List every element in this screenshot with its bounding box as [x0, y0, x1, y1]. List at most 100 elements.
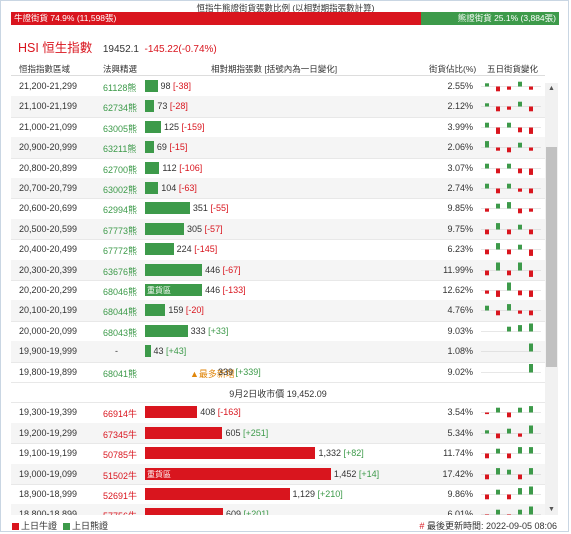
qty-value: 609	[225, 509, 244, 515]
sparkline-bar	[507, 453, 511, 459]
index-header: HSI 恒生指數 19452.1 -145.22(-0.74%)	[18, 37, 217, 56]
issuer-link[interactable]: 68046熊	[103, 287, 138, 297]
qty-bar	[145, 304, 166, 317]
sparkline-bar	[518, 244, 522, 250]
scroll-thumb[interactable]	[546, 147, 557, 367]
issuer-link[interactable]: 51502牛	[103, 470, 138, 481]
issuer-link[interactable]: 67773熊	[103, 225, 138, 236]
qty-value: 125	[164, 121, 182, 132]
issuer-link[interactable]: 68044熊	[103, 307, 138, 318]
issuer-link[interactable]: 63005熊	[103, 123, 138, 134]
sparkline-bar	[507, 412, 511, 418]
sparkline-bar	[485, 412, 489, 415]
sparkline-bar	[518, 142, 522, 148]
table-row[interactable]: 20,700-20,799 63002熊 104 [-63] 2.74%	[11, 178, 545, 200]
issuer-link[interactable]: 52691牛	[103, 491, 138, 501]
table-row[interactable]: 20,500-20,599 67773熊 305 [-57] 9.75%	[11, 218, 545, 241]
five-day-sparkline	[481, 425, 541, 439]
range-cell: 19,100-19,199	[19, 448, 78, 459]
qty-change: [-106]	[179, 162, 203, 173]
qty-value: 305	[187, 223, 205, 234]
table-row[interactable]: 19,200-19,299 67345牛 605 [+251] 5.34%	[11, 422, 545, 445]
qty-change: [-55]	[210, 203, 229, 214]
pct-cell: 11.74%	[443, 448, 473, 459]
qty-label: 339 [+339]	[218, 367, 261, 377]
scroll-down-icon[interactable]: ▼	[548, 506, 555, 513]
index-name[interactable]: HSI 恒生指數	[18, 41, 93, 55]
qty-value: 446	[205, 285, 223, 295]
qty-value: 224	[176, 244, 195, 255]
updated-hash: #	[419, 521, 425, 531]
table-row[interactable]: 19,100-19,199 50785牛 1,332 [+82] 11.74%	[11, 443, 545, 465]
issuer-link[interactable]: 67772熊	[103, 246, 138, 257]
table-row[interactable]: 21,100-21,199 62734熊 73 [-28] 2.12%	[11, 96, 545, 118]
qty-value: 605	[225, 427, 243, 438]
table-row[interactable]: 20,900-20,999 63211熊 69 [-15] 2.06%	[11, 137, 545, 159]
issuer-link[interactable]: 67345牛	[103, 429, 138, 440]
qty-bar	[145, 100, 155, 113]
issuer-link[interactable]: 57756牛	[103, 509, 137, 515]
sparkline-bar	[496, 262, 500, 271]
table-scrollbar[interactable]: ▲ ▼	[545, 83, 558, 515]
table-row[interactable]: 20,800-20,899 62700熊 112 [-106] 3.07%	[11, 158, 545, 179]
table-row[interactable]: 20,100-20,199 68044熊 159 [-20] 4.76%	[11, 300, 545, 322]
range-cell: 20,600-20,699	[19, 203, 78, 214]
sparkline-bar	[496, 127, 500, 134]
qty-label: 69 [-15]	[157, 142, 188, 152]
table-row[interactable]: 20,400-20,499 67772熊 224 [-145] 6.23%	[11, 239, 545, 261]
sparkline-bar	[507, 202, 511, 209]
issuer-link[interactable]: 62734熊	[103, 103, 138, 114]
sparkline-bar	[485, 141, 489, 148]
range-cell: 19,300-19,399	[19, 407, 78, 418]
qty-change: [-57]	[204, 223, 223, 234]
qty-change: [+201]	[243, 509, 269, 515]
five-day-sparkline	[481, 467, 541, 479]
pct-cell: 9.85%	[447, 203, 473, 214]
table-row[interactable]: 21,200-21,299 61128熊 98 [-38] 2.55%	[11, 76, 545, 98]
table-row[interactable]: 19,900-19,999 - 43 [+43] 1.08%	[11, 341, 545, 363]
issuer-link[interactable]: 61128熊	[103, 83, 137, 93]
table-row[interactable]: 21,000-21,099 63005熊 125 [-159] 3.99%	[11, 117, 545, 139]
table-row[interactable]: 18,900-18,999 52691牛 1,129 [+210] 9.86%	[11, 484, 545, 506]
table-row[interactable]: 19,000-19,099 51502牛 重貨區 1,452 [+14] 17.42%	[11, 463, 545, 485]
issuer-link[interactable]: 50785牛	[103, 450, 138, 461]
sparkline-bar	[507, 106, 511, 111]
sparkline-bar	[529, 106, 533, 112]
table-row[interactable]: 20,200-20,299 68046熊 重貨區 446 [-133] 12.62%	[11, 280, 545, 302]
qty-value: 43	[153, 346, 167, 357]
issuer-link[interactable]: 66914牛	[103, 409, 138, 420]
sparkline-bar	[496, 188, 500, 194]
issuer-link[interactable]: 63002熊	[103, 185, 138, 195]
sparkline-bar	[529, 168, 533, 175]
sparkline-bar	[496, 86, 500, 92]
table-row[interactable]: 20,000-20,099 68043熊 333 [+33] 9.03%	[11, 321, 545, 343]
qty-bar	[145, 345, 151, 358]
scroll-up-icon[interactable]: ▲	[548, 85, 555, 92]
issuer-link[interactable]: 62700熊	[103, 164, 138, 175]
issuer-link[interactable]: 68043熊	[103, 327, 138, 338]
sparkline-bar	[507, 428, 511, 434]
issuer-link[interactable]: 63676熊	[103, 266, 138, 277]
qty-label: 73 [-28]	[157, 101, 188, 111]
five-day-sparkline	[481, 163, 541, 175]
table-row[interactable]: 20,300-20,399 63676熊 446 [-67] 11.99%	[11, 259, 545, 281]
range-cell: 19,000-19,099	[19, 468, 78, 479]
sparkline-bar	[529, 467, 533, 475]
five-day-sparkline	[481, 141, 541, 153]
table-row[interactable]: 20,600-20,699 62994熊 351 [-55] 9.85%	[11, 198, 545, 220]
table-row[interactable]: 19,800-19,899 68041熊 ▲最多新增 339 [+339] 9.02%	[11, 362, 545, 383]
issuer-link[interactable]: 63211熊	[103, 144, 137, 155]
bear-ratio-segment: 熊證街貨 25.1% (3,884張)	[421, 12, 559, 25]
sparkline-bar	[485, 163, 489, 169]
qty-bar	[145, 161, 160, 174]
five-day-sparkline	[481, 282, 541, 297]
qty-bar	[145, 508, 223, 515]
sparkline-bar	[485, 474, 489, 479]
sparkline-bar	[485, 453, 489, 459]
issuer-link[interactable]: 62994熊	[103, 205, 138, 216]
issuer-link[interactable]: 68041熊	[103, 368, 138, 379]
table-row[interactable]: 19,300-19,399 66914牛 408 [-163] 3.54%	[11, 402, 545, 424]
table-row[interactable]: 18,800-18,899 57756牛 609 [+201] 6.01%	[11, 504, 545, 515]
pct-cell: 2.74%	[447, 183, 473, 193]
